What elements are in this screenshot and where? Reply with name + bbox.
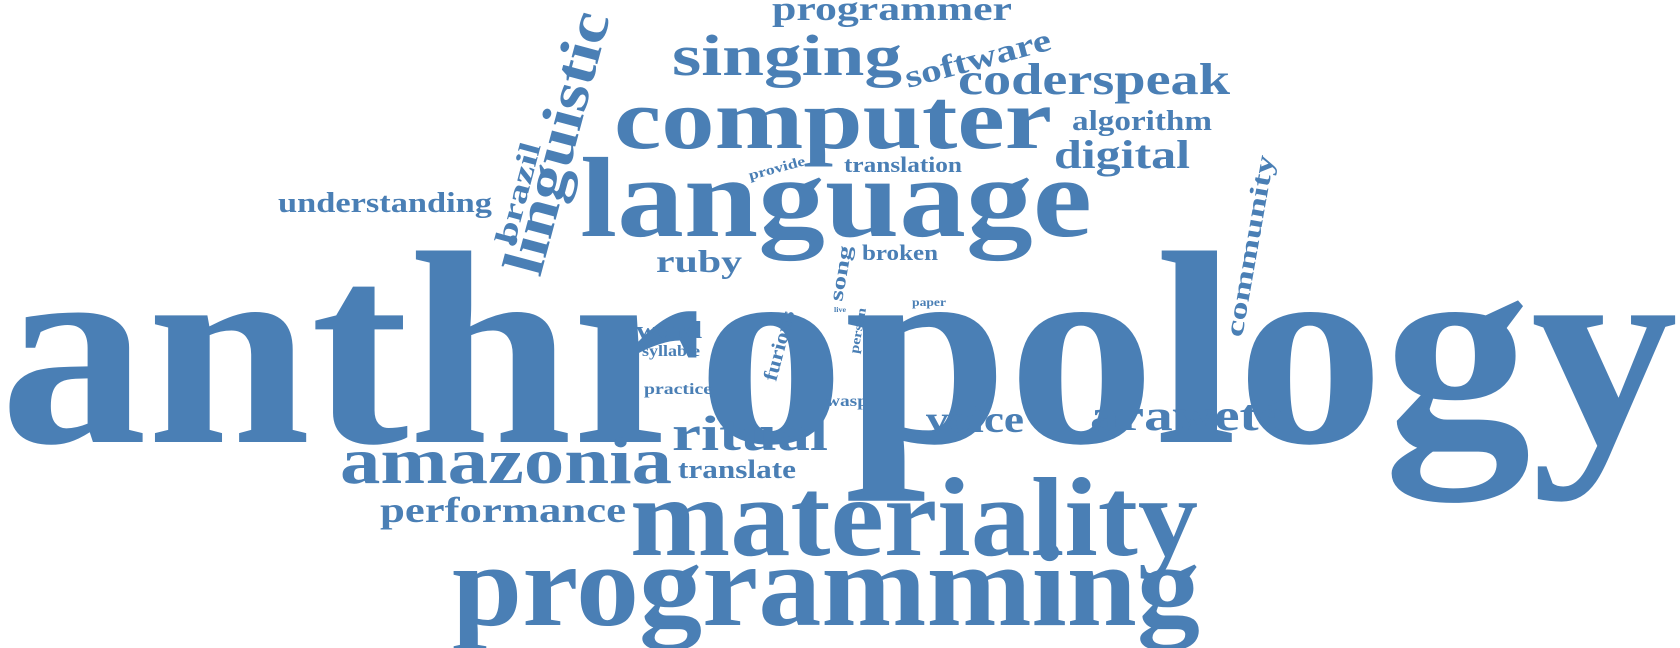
word-programming: programming xyxy=(452,520,1200,648)
word-broken: broken xyxy=(862,240,938,265)
word-live: live xyxy=(834,306,846,314)
word-understanding: understanding xyxy=(278,188,492,219)
word-translate: translate xyxy=(678,455,796,484)
word-arawete: araweté xyxy=(1090,391,1284,440)
word-voice: voice xyxy=(926,399,1024,441)
word-language: language xyxy=(580,134,1092,261)
word-amazonia: amazonia xyxy=(340,425,672,498)
word-syllable: syllable xyxy=(642,343,700,360)
word-coderspeak: coderspeak xyxy=(958,55,1231,104)
word-translation: translation xyxy=(844,152,962,177)
word-algorithm: algorithm xyxy=(1072,106,1212,137)
word-computer: computer xyxy=(614,71,1052,167)
word-word: word xyxy=(636,318,703,344)
word-digital: digital xyxy=(1054,132,1190,177)
word-ritual: ritual xyxy=(672,405,828,461)
word-singing: singing xyxy=(672,23,902,88)
word-wasp: wasp xyxy=(826,393,868,410)
word-anthropology: anthropology xyxy=(0,196,1678,507)
word-practice: practice xyxy=(644,381,712,398)
word-performance: performance xyxy=(380,490,626,530)
word-programmer: programmer xyxy=(772,0,1012,28)
word-paper: paper xyxy=(912,295,947,309)
word-materiality: materiality xyxy=(630,456,1198,580)
word-ruby: ruby xyxy=(656,243,742,279)
